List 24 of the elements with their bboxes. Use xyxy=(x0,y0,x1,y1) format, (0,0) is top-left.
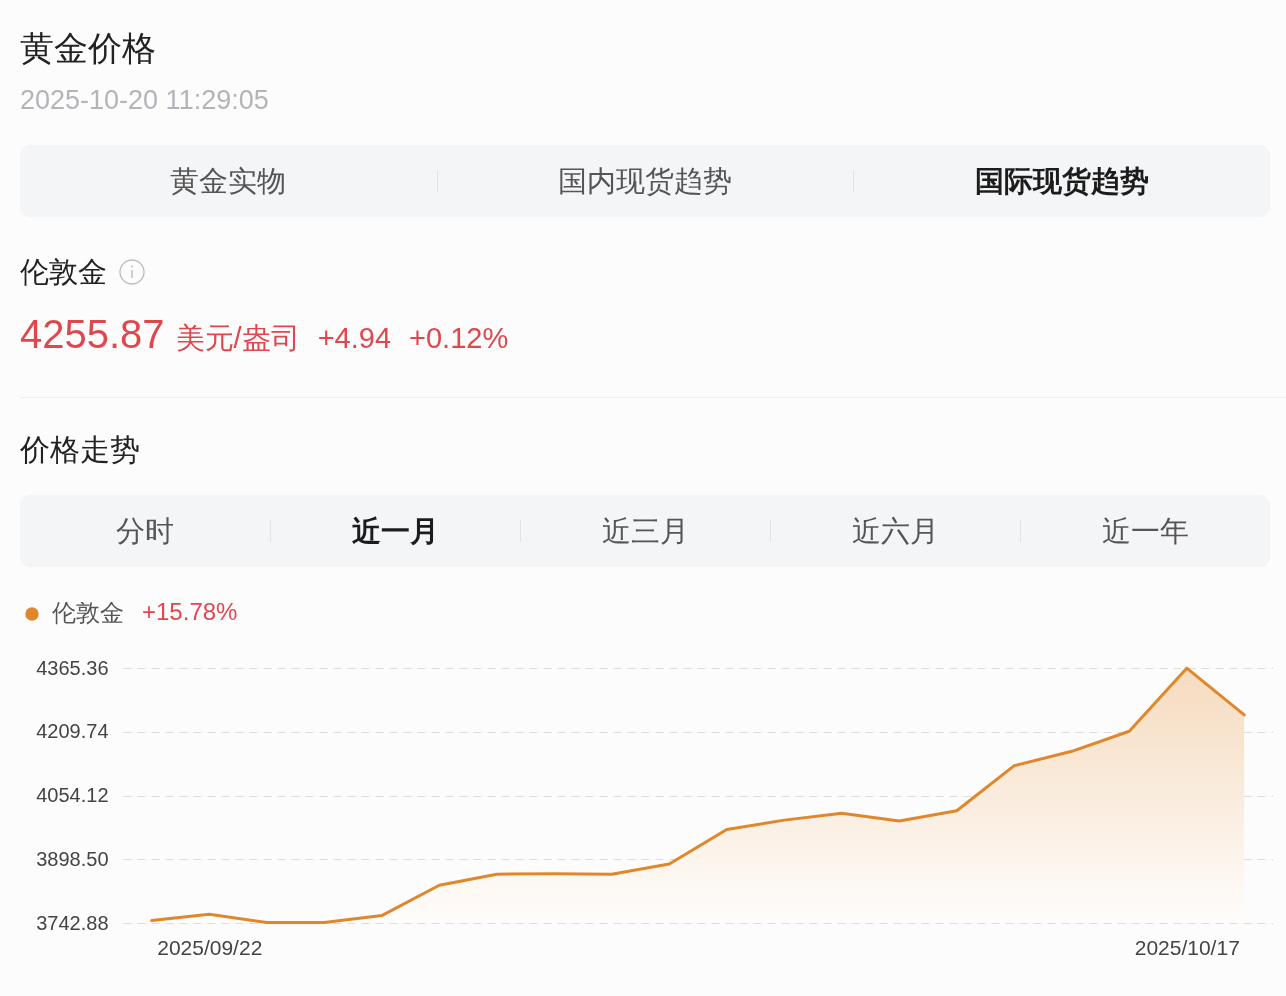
text: +0.12% xyxy=(409,321,509,356)
y-tick-label: 3742.88 xyxy=(36,911,109,934)
text: 黄金实物 xyxy=(170,163,287,199)
y-tick-label: 4209.74 xyxy=(36,720,109,743)
text: 近一年 xyxy=(1101,513,1189,549)
text: 分时 xyxy=(116,513,174,549)
text: +15.78% xyxy=(142,598,238,627)
text: 近一月 xyxy=(351,513,439,549)
text: 伦敦金 xyxy=(20,254,107,290)
x-tick-label: 2025/09/22 xyxy=(157,935,263,959)
y-tick-label: 3898.50 xyxy=(36,847,109,870)
text: 国际现货趋势 xyxy=(974,163,1149,199)
x-tick-label: 2025/10/17 xyxy=(1134,935,1240,959)
text: 国内现货趋势 xyxy=(558,163,732,199)
y-tick-label: 4054.12 xyxy=(36,784,109,806)
chart-title: 价格走势 xyxy=(20,432,140,468)
text: 黄金价格 xyxy=(20,27,156,69)
text: 近三月 xyxy=(601,513,689,549)
text: 近六月 xyxy=(851,513,939,549)
text: 美元/盎司 xyxy=(175,321,300,356)
text: +4.94 xyxy=(317,321,392,356)
text: 4255.87 xyxy=(20,311,165,358)
y-tick-label: 4365.36 xyxy=(36,656,109,679)
text: 2025-10-20 11:29:05 xyxy=(20,83,269,117)
